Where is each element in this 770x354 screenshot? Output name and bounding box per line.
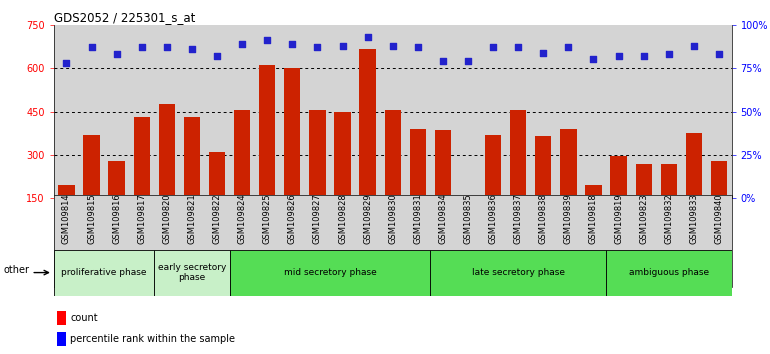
Text: proliferative phase: proliferative phase [62,268,147,277]
Bar [54,250,154,296]
Point [336,43,349,48]
Point [437,58,449,64]
Text: count: count [70,313,98,323]
Bar [585,185,601,241]
Bar [229,250,430,296]
Bar [83,135,99,241]
Point [85,45,98,50]
Text: early secretory
phase: early secretory phase [158,263,226,282]
Point [211,53,223,59]
Point [638,53,650,59]
Bar [133,117,150,241]
Point [412,45,424,50]
Point [186,46,198,52]
Bar [535,136,551,241]
Point [512,45,524,50]
Point [462,58,474,64]
Bar [510,110,527,241]
Bar [561,129,577,241]
Bar [460,195,476,241]
Bar [611,156,627,241]
Bar [259,65,276,241]
Text: mid secretory phase: mid secretory phase [283,268,377,277]
Point [311,45,323,50]
Point [60,60,72,66]
Bar [209,152,225,241]
Text: GDS2052 / 225301_s_at: GDS2052 / 225301_s_at [54,11,196,24]
Bar [109,161,125,241]
Point [537,50,550,55]
Bar [154,250,229,296]
Bar [57,312,66,325]
Bar [310,110,326,241]
Bar [410,129,426,241]
Bar [184,117,200,241]
Point [110,51,122,57]
Text: other: other [4,265,30,275]
Point [713,51,725,57]
Point [387,43,399,48]
Bar [57,332,66,346]
Bar [435,130,451,241]
Point [688,43,700,48]
Point [136,45,148,50]
Bar [384,110,401,241]
Point [562,45,574,50]
Point [361,34,373,40]
Point [612,53,624,59]
Bar [485,135,501,241]
Bar [334,112,350,241]
Bar [686,133,702,241]
Bar [711,161,727,241]
Bar [635,164,652,241]
Bar [159,104,175,241]
Bar [360,49,376,241]
Point [487,45,499,50]
Bar [606,250,732,296]
Point [161,45,173,50]
Text: late secretory phase: late secretory phase [472,268,564,277]
Bar [430,250,606,296]
Point [236,41,248,47]
Point [286,41,299,47]
Point [261,38,273,43]
Point [663,51,675,57]
Text: ambiguous phase: ambiguous phase [628,268,709,277]
Bar [661,164,677,241]
Point [588,57,600,62]
Text: percentile rank within the sample: percentile rank within the sample [70,334,235,344]
Bar [59,185,75,241]
Bar [234,110,250,241]
Bar [284,68,300,241]
